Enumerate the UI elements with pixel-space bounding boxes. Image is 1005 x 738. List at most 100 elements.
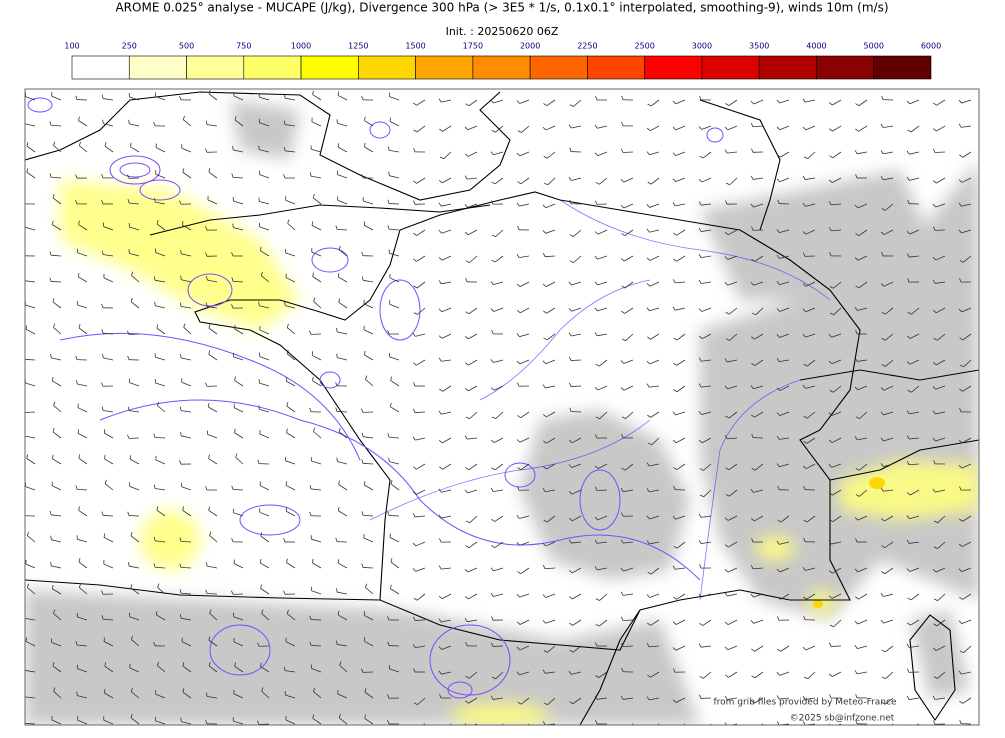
wind-barb-flag	[101, 250, 104, 255]
wind-barb-flag	[776, 178, 781, 183]
wind-barb-flag	[646, 515, 650, 520]
wind-barb	[805, 281, 816, 287]
wind-barb	[727, 125, 738, 131]
wind-barb-flag	[620, 539, 624, 544]
wind-barb-flag	[776, 229, 780, 233]
wind-barb-flag	[672, 202, 676, 207]
wind-barb	[207, 565, 218, 569]
wind-barb-flag	[776, 126, 781, 131]
wind-barb-flag	[361, 251, 364, 256]
wind-barb-flag	[338, 427, 341, 432]
wind-barb	[469, 671, 478, 679]
wind-barb	[25, 486, 36, 491]
wind-barb-flag	[491, 642, 494, 647]
wind-barb-flag	[673, 485, 676, 490]
wind-barb	[625, 411, 634, 419]
wind-barb	[52, 197, 62, 205]
wind-barb-flag	[439, 466, 443, 470]
wind-barb-flag	[337, 559, 340, 564]
wind-barb	[701, 411, 712, 415]
wind-barb	[909, 99, 920, 105]
wind-barb	[495, 411, 504, 419]
wind-barb-flag	[854, 568, 859, 573]
wind-barb-flag	[906, 643, 910, 648]
wind-barb-flag	[569, 649, 574, 653]
wind-barb-flag	[51, 376, 54, 382]
wind-barb-flag	[490, 151, 494, 156]
wind-barb	[597, 307, 608, 312]
wind-barb	[494, 515, 504, 522]
wind-barb-flag	[312, 193, 315, 198]
wind-barb-flag	[673, 389, 678, 393]
wind-barb	[727, 619, 738, 626]
wind-barb	[311, 175, 322, 179]
wind-barb	[442, 437, 452, 444]
wind-barb-flag	[412, 491, 417, 495]
wind-barb-flag	[208, 350, 211, 355]
wind-barb	[233, 407, 244, 413]
wind-barb-flag	[361, 511, 364, 516]
wind-barb-flag	[933, 148, 936, 153]
wind-barb-flag	[802, 721, 806, 725]
wind-barb	[572, 619, 582, 626]
wind-barb-flag	[491, 181, 496, 185]
wind-barb-flag	[543, 440, 547, 444]
wind-barb	[50, 281, 62, 283]
colorbar-box	[243, 55, 302, 80]
wind-barb-flag	[234, 115, 237, 121]
wind-barb	[909, 541, 920, 544]
wind-barb-flag	[283, 538, 286, 543]
wind-barb	[25, 96, 36, 101]
wind-barb-flag	[104, 142, 107, 147]
wind-barb-flag	[725, 338, 730, 341]
wind-barb	[519, 333, 530, 338]
wind-barb-flag	[413, 102, 417, 106]
wind-barb	[415, 489, 426, 495]
wind-barb	[235, 456, 244, 465]
wind-barb	[624, 281, 634, 289]
wind-barb	[25, 722, 36, 725]
wind-barb	[910, 125, 920, 133]
wind-barb-flag	[854, 150, 858, 155]
wind-barb-flag	[699, 694, 702, 699]
wind-barb-flag	[464, 568, 469, 573]
wind-barb-flag	[855, 468, 860, 471]
wind-barb-flag	[53, 609, 56, 614]
wind-barb-flag	[595, 96, 598, 101]
wind-barb-flag	[465, 311, 470, 315]
wind-barb	[675, 697, 686, 703]
wind-barb	[883, 619, 894, 624]
wind-barb	[701, 645, 712, 648]
wind-barb	[909, 567, 920, 572]
wind-barb-flag	[777, 199, 780, 204]
wind-barb-flag	[337, 273, 340, 278]
wind-barb	[26, 458, 36, 465]
wind-barb-flag	[621, 434, 624, 439]
wind-barb	[805, 385, 816, 389]
wind-barb	[77, 407, 88, 413]
wind-barb-flag	[751, 258, 755, 262]
wind-barb-flag	[231, 304, 234, 309]
wind-barb-flag	[518, 729, 522, 731]
wind-barb	[181, 357, 192, 361]
wind-barb	[441, 203, 452, 207]
wind-barb-flag	[309, 330, 312, 335]
wind-barb-flag	[464, 489, 468, 494]
wind-barb-flag	[776, 463, 780, 467]
wind-barb-flag	[153, 536, 156, 541]
wind-barb-flag	[205, 252, 208, 257]
wind-barb	[234, 666, 244, 673]
wind-barb-flag	[673, 467, 678, 471]
wind-barb-flag	[724, 126, 729, 131]
wind-barb-flag	[491, 545, 495, 548]
wind-barb-flag	[906, 410, 910, 415]
wind-barb	[260, 666, 270, 673]
wind-barb	[261, 690, 270, 699]
wind-barb-flag	[365, 375, 368, 380]
wind-barb	[962, 385, 972, 392]
wind-barb-flag	[802, 308, 807, 313]
wind-barb-flag	[932, 647, 937, 651]
wind-barb	[130, 535, 140, 543]
wind-barb-flag	[205, 719, 208, 724]
wind-barb-flag	[933, 180, 937, 184]
